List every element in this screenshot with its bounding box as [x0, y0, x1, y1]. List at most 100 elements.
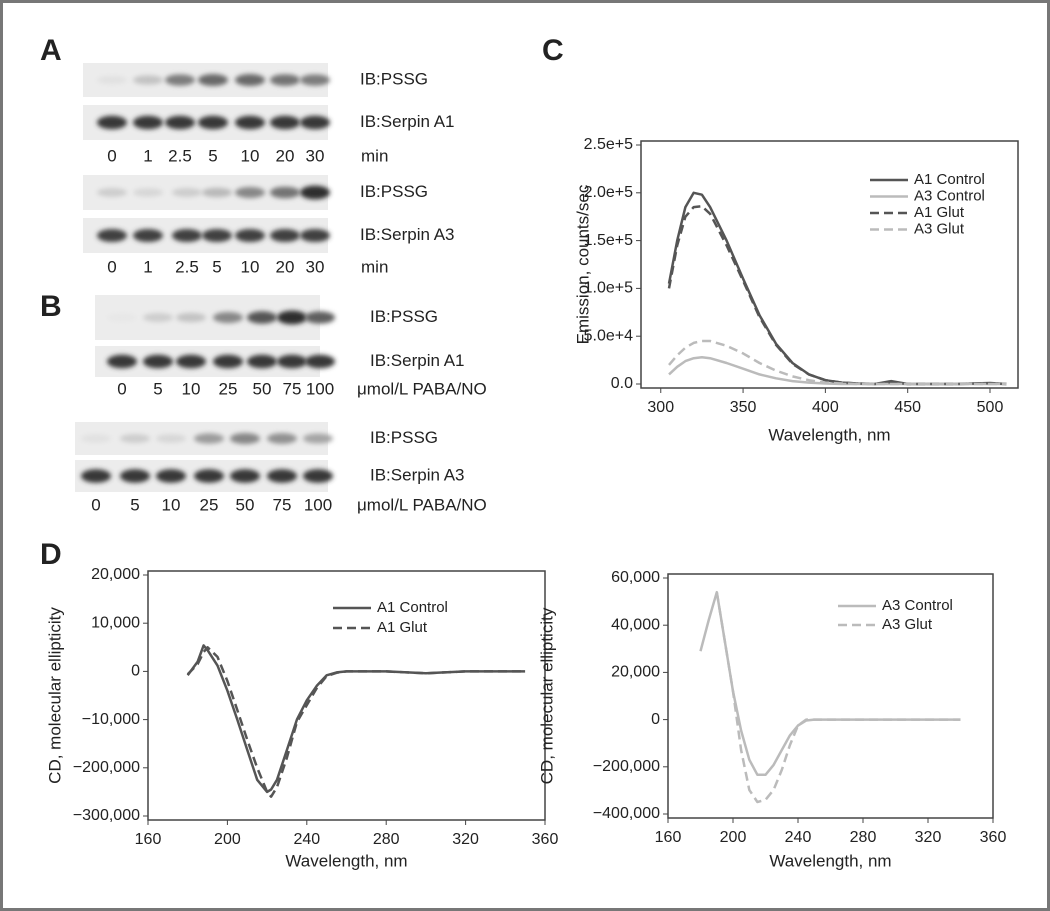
- lane-label: 25: [219, 379, 238, 398]
- lane-label: 30: [306, 146, 325, 165]
- blot-row-label: IB:PSSG: [360, 182, 428, 201]
- legend-label: A3 Control: [914, 187, 985, 204]
- lane-label: 50: [253, 379, 272, 398]
- y-tick-label: 1.5e+5: [584, 232, 633, 249]
- blot-band: [213, 312, 243, 323]
- panel-label: A: [40, 34, 62, 67]
- x-tick-label: 200: [214, 831, 241, 848]
- blot-band: [133, 115, 163, 130]
- blot-band: [303, 469, 333, 483]
- blot-band: [305, 311, 335, 324]
- y-tick-label: 40,000: [611, 616, 660, 633]
- lane-label: 50: [236, 495, 255, 514]
- lane-label: 1: [143, 146, 152, 165]
- panel-label: C: [542, 34, 564, 67]
- blot-band: [194, 469, 224, 483]
- blot-band: [247, 354, 277, 369]
- legend-label: A1 Control: [914, 171, 985, 188]
- blot-band: [133, 228, 163, 243]
- blot-band: [202, 187, 232, 198]
- blot-row-label: IB:Serpin A3: [370, 465, 465, 484]
- blot-band: [300, 228, 330, 243]
- x-tick-label: 400: [812, 399, 839, 416]
- x-tick-label: 160: [655, 829, 682, 846]
- y-tick-label: 20,000: [611, 664, 660, 681]
- unit-label: μmol/L PABA/NO: [357, 495, 487, 514]
- blot-band: [300, 185, 330, 200]
- legend-label: A1 Control: [377, 599, 448, 616]
- x-tick-label: 280: [373, 831, 400, 848]
- x-tick-label: 240: [785, 829, 812, 846]
- lane-label: 100: [304, 495, 332, 514]
- blot-band: [270, 228, 300, 243]
- y-axis-label: CD, molecular ellipticity: [537, 607, 556, 784]
- series-line: [668, 339, 1007, 386]
- blot-band: [156, 434, 186, 443]
- blot-band: [107, 354, 137, 369]
- blot-band: [172, 188, 202, 197]
- blot-band: [143, 313, 173, 322]
- series-line: [186, 644, 526, 794]
- x-tick-label: 350: [730, 399, 757, 416]
- y-tick-label: −300,000: [73, 807, 140, 824]
- blot-band: [143, 354, 173, 369]
- blot-band: [133, 75, 163, 85]
- x-tick-label: 160: [135, 831, 162, 848]
- lane-label: 30: [306, 257, 325, 276]
- plot-frame: [640, 140, 1019, 389]
- blot-row-label: IB:Serpin A1: [370, 351, 465, 370]
- lane-label: 20: [276, 146, 295, 165]
- blot-band: [270, 74, 300, 86]
- legend-label: A1 Glut: [377, 619, 428, 636]
- blot-band: [176, 312, 206, 323]
- x-tick-label: 320: [915, 829, 942, 846]
- blot-band: [133, 188, 163, 197]
- blot-band: [107, 313, 137, 322]
- legend-label: A3 Glut: [914, 220, 965, 237]
- blot-band: [277, 310, 307, 325]
- y-tick-label: −400,000: [593, 805, 660, 822]
- x-axis-label: Wavelength, nm: [768, 425, 890, 444]
- blot-band: [81, 469, 111, 483]
- blot-band: [277, 354, 307, 369]
- lane-label: 10: [162, 495, 181, 514]
- blot-band: [303, 433, 333, 444]
- blot-band: [172, 228, 202, 243]
- y-tick-label: 0: [131, 663, 140, 680]
- plot-frame: [147, 570, 546, 821]
- lane-label: 75: [283, 379, 302, 398]
- blot-band: [120, 434, 150, 443]
- y-tick-label: 10,000: [91, 614, 140, 631]
- blot-band: [97, 188, 127, 197]
- x-tick-label: 450: [894, 399, 921, 416]
- blot-row-label: IB:Serpin A1: [360, 112, 455, 131]
- lane-label: 1: [143, 257, 152, 276]
- panel-label: B: [40, 290, 62, 323]
- x-tick-label: 240: [293, 831, 320, 848]
- blot-band: [81, 434, 111, 443]
- blot-band: [194, 433, 224, 444]
- blot-band: [230, 433, 260, 444]
- legend-label: A3 Glut: [882, 616, 933, 633]
- blot-band: [235, 187, 265, 198]
- blot-band: [300, 115, 330, 130]
- lane-label: 100: [306, 379, 334, 398]
- blot-band: [230, 469, 260, 483]
- blot-band: [267, 433, 297, 444]
- y-tick-label: 1.0e+5: [584, 280, 633, 297]
- y-tick-label: −200,000: [593, 758, 660, 775]
- blot-band: [156, 469, 186, 483]
- x-tick-label: 360: [532, 831, 559, 848]
- lane-label: 20: [276, 257, 295, 276]
- blot-band: [165, 74, 195, 86]
- x-tick-label: 200: [720, 829, 747, 846]
- lane-label: 2.5: [168, 146, 192, 165]
- blot-band: [300, 74, 330, 86]
- y-tick-label: 0: [651, 711, 660, 728]
- plot-frame: [667, 573, 994, 819]
- blot-band: [202, 228, 232, 243]
- blot-band: [97, 228, 127, 243]
